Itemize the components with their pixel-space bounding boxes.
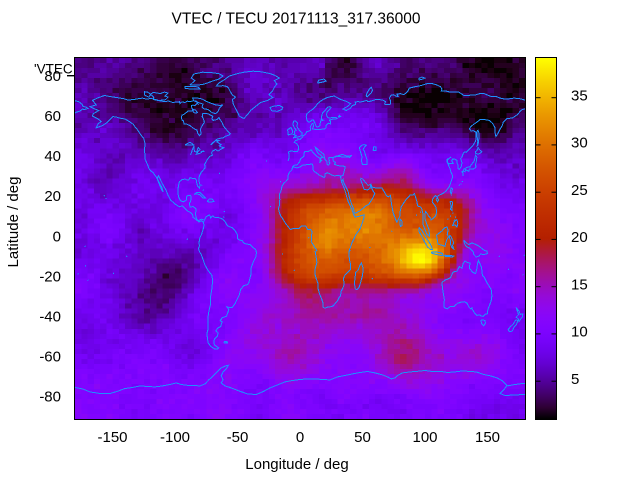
svg-text:0: 0	[296, 429, 304, 446]
svg-text:VTEC / TECU 20171113_317.36000: VTEC / TECU 20171113_317.36000	[171, 11, 420, 28]
svg-text:-80: -80	[39, 389, 61, 406]
svg-text:25: 25	[571, 182, 588, 199]
svg-text:-50: -50	[227, 429, 249, 446]
svg-text:-20: -20	[39, 268, 61, 285]
svg-text:Latitude / deg: Latitude / deg	[5, 177, 22, 268]
svg-text:20: 20	[571, 229, 588, 246]
svg-text:5: 5	[571, 371, 579, 388]
svg-text:-40: -40	[39, 309, 61, 326]
svg-text:15: 15	[571, 276, 588, 293]
svg-text:80: 80	[44, 68, 61, 85]
svg-text:50: 50	[354, 429, 371, 446]
svg-text:30: 30	[571, 135, 588, 152]
svg-text:0: 0	[53, 228, 61, 245]
svg-text:Longitude / deg: Longitude / deg	[245, 456, 348, 473]
svg-text:40: 40	[44, 148, 61, 165]
svg-text:20: 20	[44, 188, 61, 205]
svg-text:35: 35	[571, 87, 588, 104]
svg-text:-100: -100	[160, 429, 190, 446]
svg-text:'VTEC: 'VTEC	[34, 62, 73, 77]
svg-text:60: 60	[44, 108, 61, 125]
svg-text:10: 10	[571, 324, 588, 341]
svg-text:-150: -150	[97, 429, 127, 446]
svg-text:100: 100	[412, 429, 437, 446]
svg-text:150: 150	[475, 429, 500, 446]
svg-text:-60: -60	[39, 349, 61, 366]
